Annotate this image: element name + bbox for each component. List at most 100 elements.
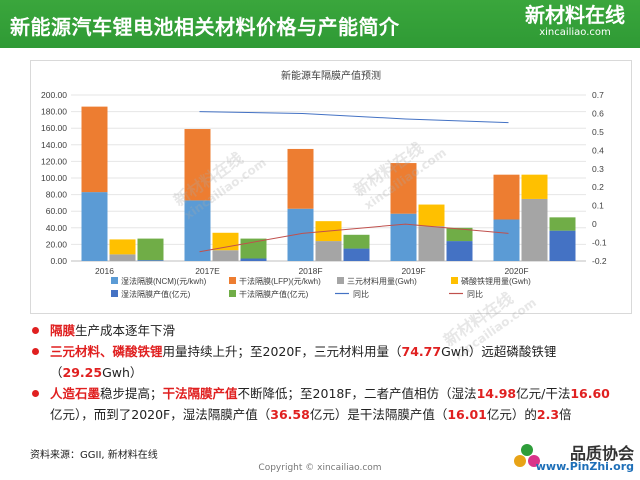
text: 亿元）的 — [486, 407, 537, 422]
legend-swatch — [337, 277, 344, 284]
bar — [184, 129, 211, 201]
bar — [109, 254, 136, 261]
chart-title: 新能源车隔膜产值预测 — [281, 69, 381, 82]
logo-url: xincailiao.com — [539, 27, 611, 38]
brand-name: 品质协会 — [569, 444, 634, 463]
x-tick-label: 2017E — [195, 266, 220, 276]
bar — [493, 219, 520, 261]
text: 不断降低；至2018F，二者产值相仿（湿法 — [237, 386, 477, 401]
legend-label: 磷酸铁锂用量(Gwh) — [461, 276, 531, 286]
bar — [81, 192, 108, 261]
chart-svg: 新能源车隔膜产值预测 0.00 20.00 40.00 60.00 80.00 100.00… — [41, 69, 607, 299]
bar — [137, 238, 164, 261]
y2-tick-label: -0.1 — [592, 238, 607, 248]
y-tick-label: 60.00 — [46, 206, 68, 216]
x-tick-label: 2020F — [504, 266, 528, 276]
legend-label: 干法隔膜(LFP)(元/kwh) — [239, 276, 321, 286]
y-tick-label: 200.00 — [41, 90, 67, 100]
text: 倍 — [559, 407, 572, 422]
text: 亿元），而到了2020F，湿法隔膜产值（ — [50, 407, 271, 422]
bullet-item: 人造石墨稳步提高；干法隔膜产值不断降低；至2018F，二者产值相仿（湿法14.9… — [30, 383, 620, 425]
bar — [446, 241, 473, 261]
bar — [81, 106, 108, 193]
legend-swatch — [111, 277, 118, 284]
highlight: 干法隔膜产值 — [162, 386, 238, 401]
bullet-list: 隔膜生产成本逐年下滑 三元材料、磷酸铁锂用量持续上升；至2020F，三元材料用量… — [30, 320, 620, 425]
text: 亿元/干法 — [516, 386, 571, 401]
y-tick-label: 120.00 — [41, 156, 67, 166]
bar — [390, 163, 417, 214]
legend-swatch — [451, 277, 458, 284]
bar — [315, 241, 342, 261]
bullet-dot — [32, 390, 39, 397]
bullet-item: 三元材料、磷酸铁锂用量持续上升；至2020F，三元材料用量（74.77Gwh）远… — [30, 341, 620, 383]
legend-swatch — [229, 290, 236, 297]
y2-tick-label: 0.2 — [592, 182, 604, 192]
text: 亿元）是干法隔膜产值（ — [309, 407, 448, 422]
bar — [184, 200, 211, 261]
y2-tick-label: 0 — [592, 219, 597, 229]
y-tick-label: 160.00 — [41, 123, 67, 133]
bar — [343, 248, 370, 261]
text: 稳步提高； — [100, 386, 163, 401]
page-title: 新能源汽车锂电池相关材料价格与产能简介 — [10, 15, 400, 39]
text: 生产成本逐年下滑 — [75, 323, 176, 338]
x-tick-label: 2019F — [401, 266, 425, 276]
highlight: 74.77 — [401, 344, 442, 359]
legend-label: 干法隔膜产值(亿元) — [239, 289, 309, 299]
text: Gwh）远超磷酸铁锂（ — [50, 344, 557, 380]
y2-tick-label: 0.1 — [592, 201, 604, 211]
brand-url: www.PinZhi.org — [535, 460, 634, 473]
source-note: 资料来源：GGII, 新材料在线 — [30, 450, 158, 461]
bar — [521, 174, 548, 199]
text: Gwh） — [102, 365, 143, 380]
y-tick-label: 140.00 — [41, 140, 67, 150]
legend-label: 同比 — [467, 289, 483, 299]
x-tick-label: 2018F — [298, 266, 322, 276]
chart-container: 新能源车隔膜产值预测 0.00 20.00 40.00 60.00 80.00 100.00… — [30, 60, 632, 314]
legend-swatch — [229, 277, 236, 284]
y2-tick-label: 0.4 — [592, 145, 604, 155]
highlight: 隔膜 — [50, 323, 76, 338]
highlight: 人造石墨 — [50, 386, 101, 401]
series-line — [199, 223, 509, 253]
series-line — [199, 111, 509, 124]
y-tick-label: 180.00 — [41, 107, 67, 117]
y2-tick-label: 0.5 — [592, 127, 604, 137]
copyright: Copyright © xincailiao.com — [258, 463, 382, 473]
highlight: 16.60 — [570, 386, 610, 401]
legend-label: 同比 — [353, 289, 369, 299]
highlight: 14.98 — [476, 386, 517, 401]
bar — [549, 230, 576, 261]
bullet-dot — [32, 327, 39, 334]
brand-logo: 品质协会 www.PinZhi.org — [514, 440, 634, 478]
header-bar: 新能源汽车锂电池相关材料价格与产能简介 新材料在线 xincailiao.com — [0, 0, 640, 48]
y2-tick-label: -0.2 — [592, 256, 607, 266]
bullet-dot — [32, 348, 39, 355]
text: 用量持续上升；至2020F，三元材料用量（ — [162, 344, 402, 359]
bar — [418, 204, 445, 227]
legend-label: 湿法隔膜(NCM)(元/kwh) — [121, 276, 207, 286]
legend-label: 湿法隔膜产值(亿元) — [121, 289, 191, 299]
highlight: 36.58 — [270, 407, 310, 422]
y-tick-label: 0.00 — [50, 256, 67, 266]
y-tick-label: 40.00 — [46, 223, 68, 233]
bar — [240, 238, 267, 259]
legend-label: 三元材料用量(Gwh) — [347, 276, 417, 286]
y2-tick-label: 0.6 — [592, 108, 604, 118]
highlight: 29.25 — [62, 365, 103, 380]
bar — [240, 258, 267, 261]
y-tick-label: 20.00 — [46, 239, 68, 249]
y2-tick-label: 0.3 — [592, 164, 604, 174]
bar — [109, 239, 136, 255]
bar — [446, 227, 473, 242]
y-tick-label: 80.00 — [46, 190, 68, 200]
bar — [390, 213, 417, 261]
bar — [521, 198, 548, 261]
pinzhi-logo-icon — [514, 444, 540, 467]
bar — [137, 260, 164, 261]
x-tick-label: 2016 — [95, 266, 114, 276]
bar — [212, 250, 239, 261]
bar — [418, 226, 445, 261]
logo: 新材料在线 xincailiao.com — [520, 4, 630, 44]
